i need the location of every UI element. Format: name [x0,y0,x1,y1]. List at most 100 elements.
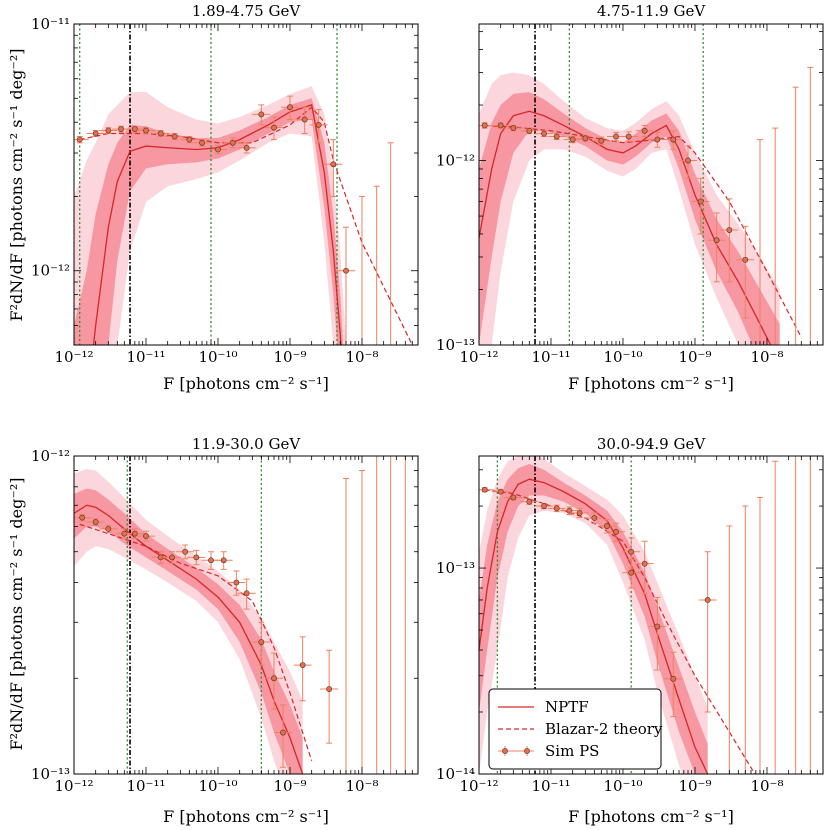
sim-ps-point [182,548,189,555]
blazar-theory-line [484,124,802,338]
sim-ps-point [704,597,711,603]
sim-ps-point [742,256,749,263]
sim-ps-point [604,523,610,529]
panel-title: 4.75-11.9 GeV [597,2,706,20]
sim-ps-point [641,560,648,567]
y-tick-label: 10⁻¹¹ [31,15,70,33]
panel-title: 1.89-4.75 GeV [192,2,301,20]
sim-ps-point [92,130,99,137]
sim-ps-point [169,554,175,561]
y-tick-label: 10⁻¹³ [436,336,475,354]
sim-ps-point [79,514,86,521]
y-tick-label: 10⁻¹² [31,447,70,465]
legend-theory-label: Blazar-2 theory [545,720,663,738]
sim-ps-point [628,569,635,576]
plot-area [74,456,409,774]
x-tick-label: 10⁻⁸ [345,348,378,366]
x-tick-label: 10⁻⁸ [750,777,783,795]
x-tick-label: 10⁻⁸ [345,777,378,795]
sim-ps-point [271,124,277,131]
sim-ps-point [157,130,164,137]
plot-area [74,24,413,345]
x-tick-label: 10⁻¹⁰ [198,777,237,795]
sim-ps-point [280,729,286,736]
sim-ps-point [641,127,648,134]
axes-frame [73,23,419,346]
sim-ps-point [105,525,112,532]
sim-ps-point [569,136,576,143]
panel-1: 1.89-4.75 GeV F [photons cm⁻² s⁻¹] F²dN/… [7,2,419,393]
sim-ps-point [510,494,517,501]
sim-ps-point [481,122,488,129]
sim-ps-point [199,139,205,146]
sim-ps-point [598,137,605,144]
blazar-theory-line [79,523,313,762]
sim-ps-point [271,675,277,682]
sim-ps-point [157,554,164,561]
sim-ps-point [628,548,635,555]
axes-frame [73,455,419,775]
sim-ps-point [330,161,337,168]
x-axis-label: F [photons cm⁻² s⁻¹] [568,374,734,393]
sim-ps-point [625,133,632,140]
y-tick-label: 10⁻¹³ [436,559,475,577]
x-axis-label: F [photons cm⁻² s⁻¹] [568,807,734,826]
sim-ps-point [171,133,178,140]
x-axis-label: F [photons cm⁻² s⁻¹] [163,374,329,393]
x-tick-label: 10⁻¹¹ [531,348,570,366]
x-tick-label: 10⁻¹¹ [126,777,165,795]
nptf-band-95 [479,72,780,345]
sim-ps-point [541,503,547,509]
sim-ps-point [497,122,504,129]
nptf-median-line [92,104,342,345]
y-axis-label: F²dN/dF [photons cm⁻² s⁻¹ deg⁻²] [7,49,26,322]
legend-simps-swatch [498,746,534,756]
axes-frame [478,23,824,346]
nptf-band-68 [74,488,303,774]
x-tick-label: 10⁻¹² [459,777,498,795]
sim-ps-point [92,519,99,525]
sim-ps-point [105,127,112,134]
panel-4: 30.0-94.9 GeV F [photons cm⁻² s⁻¹] 10⁻¹²… [436,435,824,826]
sim-ps-point [697,198,704,205]
sim-ps-point [343,267,349,274]
x-tick-label: 10⁻¹² [459,348,498,366]
blazar-theory-line [79,106,413,345]
sim-ps-point [326,686,333,692]
x-tick-label: 10⁻⁹ [273,348,306,366]
sim-ps-point [670,675,677,682]
y-tick-label: 10⁻¹² [31,262,70,280]
sim-ps-point [208,557,214,564]
y-tick-label: 10⁻¹² [436,152,475,170]
legend-nptf-label: NPTF [545,698,589,716]
x-tick-label: 10⁻⁹ [273,777,306,795]
y-tick-label: 10⁻¹⁴ [436,765,475,783]
x-tick-label: 10⁻¹⁰ [198,348,237,366]
nptf-band-68 [74,98,344,345]
sim-ps-point [215,146,221,153]
sim-ps-point [526,127,533,134]
x-tick-label: 10⁻¹⁰ [603,777,642,795]
sim-ps-point [591,515,598,521]
sim-ps-point [566,507,573,514]
nptf-band-68 [479,464,708,774]
panel-title: 30.0-94.9 GeV [597,435,706,453]
axes-frame [478,455,824,775]
x-tick-label: 10⁻¹¹ [126,348,165,366]
y-tick-label: 10⁻¹³ [31,765,70,783]
sim-ps-point [553,505,560,512]
x-axis-label: F [photons cm⁻² s⁻¹] [163,807,329,826]
panel-2: 4.75-11.9 GeV F [photons cm⁻² s⁻¹] 10⁻¹²… [436,2,824,393]
sim-ps-point [186,136,193,143]
sim-ps-point [243,144,250,151]
sim-ps-point [258,639,265,645]
sim-ps-point [613,133,619,140]
sim-ps-point [143,127,149,134]
sim-ps-point [553,133,560,140]
nptf-median-line [479,478,709,774]
sim-ps-point [541,130,547,137]
legend-simps-label: Sim PS [545,742,599,760]
sim-ps-point [220,557,227,564]
sim-ps-point [670,136,677,143]
sim-ps-point [510,125,517,131]
